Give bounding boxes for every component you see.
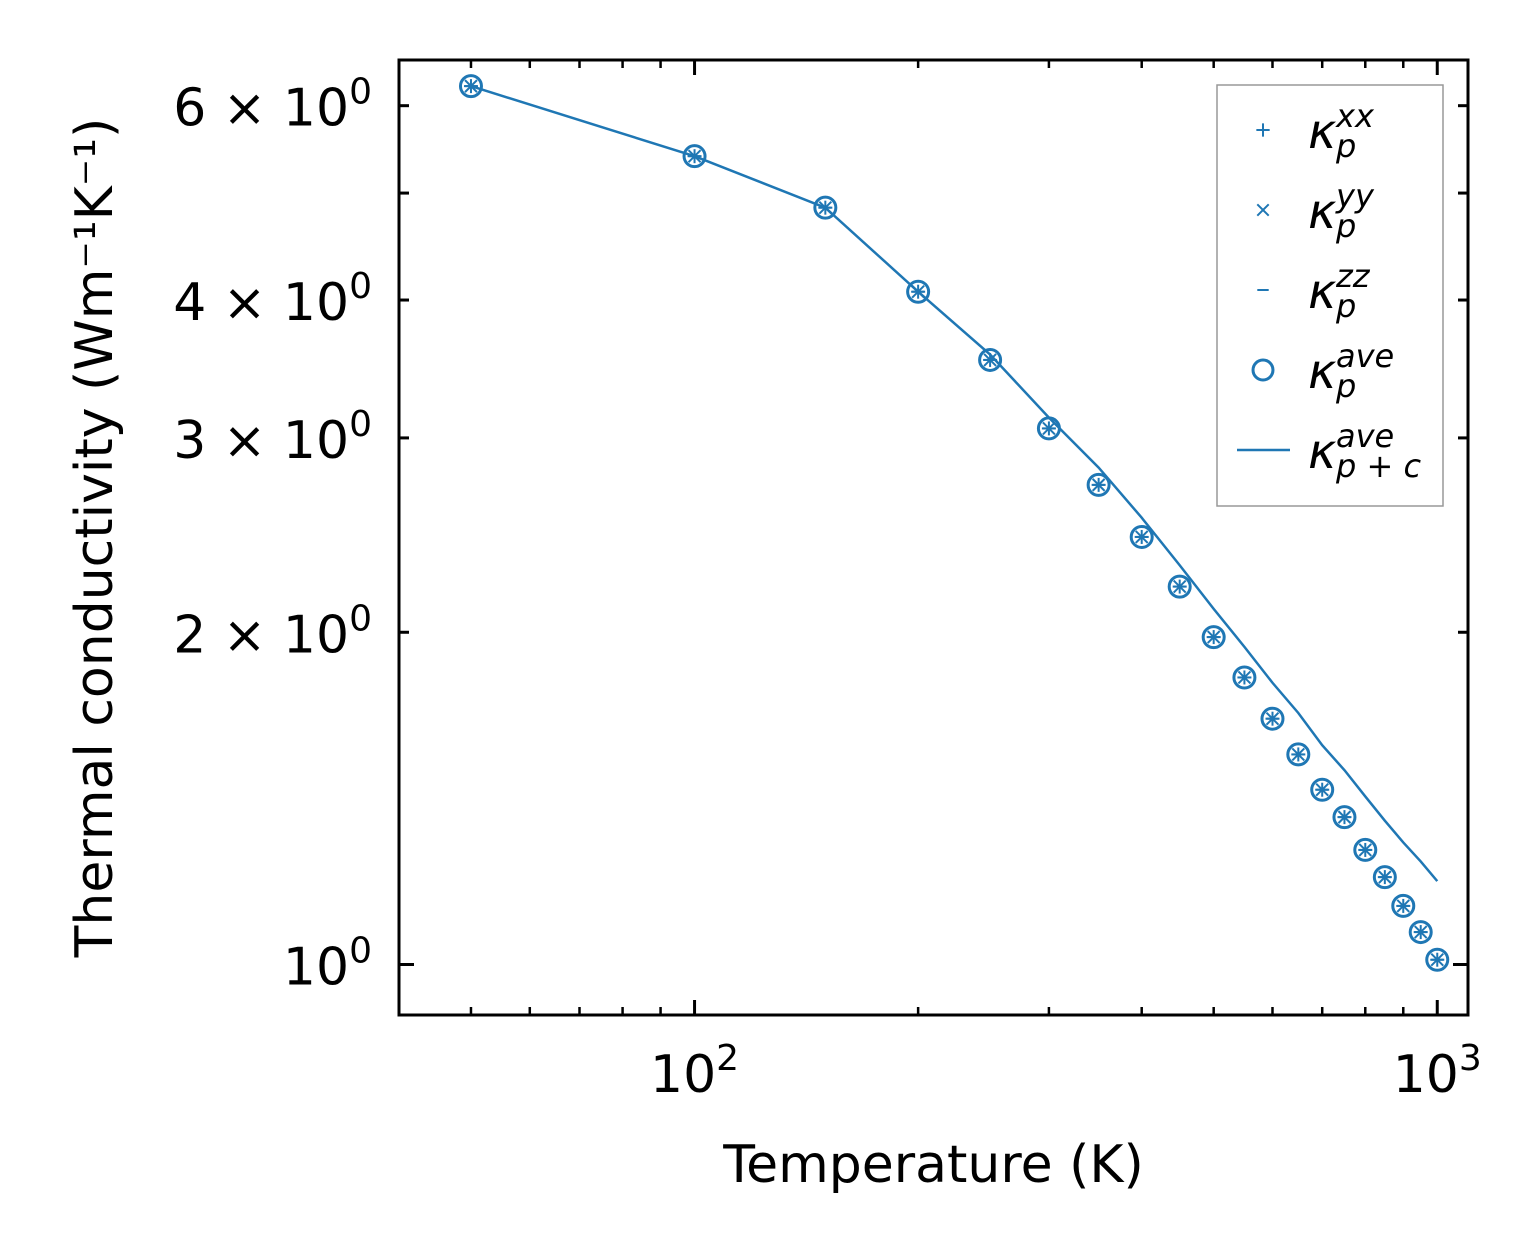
data-point-circle — [1372, 865, 1397, 890]
data-point-circle — [1201, 625, 1226, 650]
axis-ticks: 102 103 6 × 100 4 × 100 3 × 100 2 × 100 100 — [173, 60, 1482, 1105]
legend-marker-x — [1256, 203, 1270, 217]
legend-entry-sup: xx — [1335, 97, 1375, 135]
legend-entry-label: κ — [1308, 184, 1337, 240]
legend-frame — [1216, 84, 1444, 507]
plot-marks — [458, 74, 1450, 972]
data-point-circle — [1332, 805, 1357, 830]
data-point-circle — [1129, 524, 1154, 549]
x-tick-label: 102 — [650, 1038, 739, 1105]
legend-entry-sub: p — [1335, 287, 1356, 325]
legend-entry-sub: p — [1335, 367, 1356, 405]
y-tick-label: 100 — [283, 930, 372, 997]
legend-entry-label: κ — [1308, 424, 1337, 480]
legend-entry-sub: p + c — [1335, 447, 1421, 485]
legend-marker-circle — [1251, 358, 1275, 382]
data-point-circle — [1167, 574, 1192, 599]
y-axis-label: Thermal conductivity (Wm⁻¹K⁻¹) — [65, 118, 125, 959]
data-point-circle — [906, 279, 931, 304]
data-point-circle — [1391, 893, 1416, 918]
y-tick-label: 6 × 100 — [173, 72, 372, 139]
data-point-circle — [1408, 920, 1433, 945]
x-axis-label: Temperature (K) — [722, 1135, 1144, 1195]
legend-entry-sup: ave — [1336, 417, 1394, 455]
legend-entry-label: κ — [1308, 104, 1337, 160]
x-tick-label: 103 — [1393, 1038, 1482, 1105]
legend-entry-sup: zz — [1335, 257, 1371, 295]
legend-entry-sup: ave — [1336, 337, 1394, 375]
series-circle — [458, 74, 1450, 972]
data-point-circle — [813, 195, 838, 220]
legend-entry-label: κ — [1308, 264, 1337, 320]
legend-entry-sup: yy — [1335, 177, 1375, 215]
y-tick-label: 4 × 100 — [173, 266, 372, 333]
y-tick-label: 2 × 100 — [173, 598, 372, 665]
data-point-circle — [458, 74, 483, 99]
y-tick-label: 3 × 100 — [173, 404, 372, 471]
data-point-circle — [1086, 472, 1111, 497]
legend-entry-label: κ — [1308, 344, 1337, 400]
data-point-circle — [978, 347, 1003, 372]
data-point-circle — [1260, 706, 1285, 731]
data-point-circle — [1310, 777, 1335, 802]
data-point-circle — [1286, 742, 1311, 767]
data-point-circle — [1353, 837, 1378, 862]
data-point-circle — [1425, 947, 1450, 972]
legend-entry-sub: p — [1335, 207, 1356, 245]
series-line — [470, 84, 1439, 882]
data-point-circle — [682, 144, 707, 169]
data-point-circle — [1232, 665, 1257, 690]
plot-frame — [397, 58, 1470, 1017]
series-line — [470, 84, 1439, 882]
legend-entry-sub: p — [1335, 127, 1356, 165]
